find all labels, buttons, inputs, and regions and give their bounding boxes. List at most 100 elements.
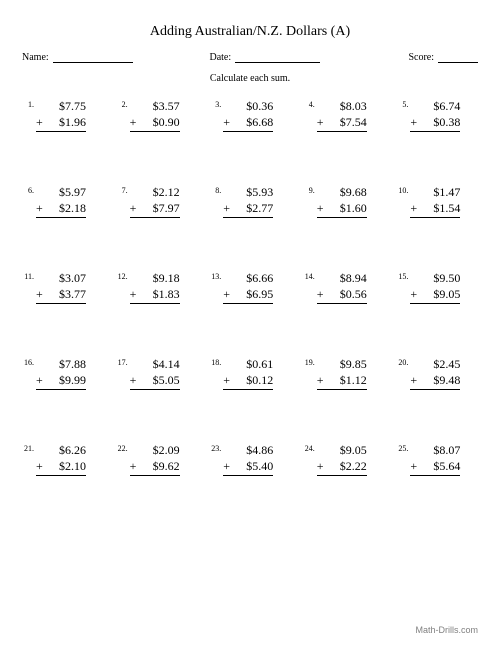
operator: + <box>130 458 142 474</box>
problem-body: $4.86+$5.40 <box>223 442 273 476</box>
addend-row: $9.85 <box>317 356 367 372</box>
problem-number: 15. <box>396 270 410 281</box>
operator: + <box>317 458 329 474</box>
addend-row: +$9.48 <box>410 372 460 388</box>
operator: + <box>317 200 329 216</box>
sum-rule <box>410 475 460 476</box>
sum-rule <box>130 389 180 390</box>
sum-rule <box>36 389 86 390</box>
problem-number: 2. <box>116 98 130 109</box>
sum-rule <box>36 131 86 132</box>
operator: + <box>223 200 235 216</box>
problem: 1. $7.75+$1.96 <box>22 98 104 132</box>
problem-body: $3.07+$3.77 <box>36 270 86 304</box>
problem: 6.$5.97+$2.18 <box>22 184 104 218</box>
addend-a: $0.61 <box>235 356 273 372</box>
addend-a: $9.05 <box>329 442 367 458</box>
problem-number: 24. <box>303 442 317 453</box>
problem-body: $6.26+$2.10 <box>36 442 86 476</box>
problem-number: 5. <box>396 98 410 109</box>
addend-b: $2.10 <box>48 458 86 474</box>
addend-row: +$2.18 <box>36 200 86 216</box>
problem: 22.$2.09+$9.62 <box>116 442 198 476</box>
addend-a: $3.57 <box>142 98 180 114</box>
problem: 15.$9.50+$9.05 <box>396 270 478 304</box>
sum-rule <box>36 475 86 476</box>
addend-a: $1.47 <box>422 184 460 200</box>
addend-row: $5.97 <box>36 184 86 200</box>
problem-number: 14. <box>303 270 317 281</box>
addend-row: $0.36 <box>223 98 273 114</box>
problem: 18.$0.61+$0.12 <box>209 356 291 390</box>
problem-number: 4. <box>303 98 317 109</box>
addend-row: $6.74 <box>410 98 460 114</box>
operator: + <box>410 200 422 216</box>
addend-b: $2.77 <box>235 200 273 216</box>
addend-b: $0.56 <box>329 286 367 302</box>
addend-b: $9.62 <box>142 458 180 474</box>
addend-a: $8.07 <box>422 442 460 458</box>
addend-b: $0.12 <box>235 372 273 388</box>
addend-a: $6.26 <box>48 442 86 458</box>
date-label: Date: <box>209 52 231 63</box>
date-blank <box>235 52 320 63</box>
addend-row: $9.18 <box>130 270 180 286</box>
problem: 25.$8.07+$5.64 <box>396 442 478 476</box>
addend-row: +$6.95 <box>223 286 273 302</box>
problem: 17.$4.14+$5.05 <box>116 356 198 390</box>
addend-row: +$5.40 <box>223 458 273 474</box>
problem-number: 3. <box>209 98 223 109</box>
sum-rule <box>223 389 273 390</box>
operator: + <box>223 286 235 302</box>
addend-row: $1.47 <box>410 184 460 200</box>
problem-body: $9.85+$1.12 <box>317 356 367 390</box>
problem-body: $0.36+$6.68 <box>223 98 273 132</box>
problem: 16.$7.88+$9.99 <box>22 356 104 390</box>
addend-b: $0.90 <box>142 114 180 130</box>
addend-row: +$0.38 <box>410 114 460 130</box>
operator: + <box>130 286 142 302</box>
addend-b: $1.54 <box>422 200 460 216</box>
addend-row: $9.05 <box>317 442 367 458</box>
addend-a: $0.36 <box>235 98 273 114</box>
addend-b: $3.77 <box>48 286 86 302</box>
operator: + <box>410 458 422 474</box>
sum-rule <box>130 217 180 218</box>
sum-rule <box>130 475 180 476</box>
addend-row: $3.07 <box>36 270 86 286</box>
addend-a: $2.12 <box>142 184 180 200</box>
addend-row: $2.09 <box>130 442 180 458</box>
sum-rule <box>36 303 86 304</box>
addend-b: $7.54 <box>329 114 367 130</box>
addend-row: $7.88 <box>36 356 86 372</box>
problem-number: 11. <box>22 270 36 281</box>
problem: 21.$6.26+$2.10 <box>22 442 104 476</box>
addend-a: $7.88 <box>48 356 86 372</box>
problem-body: $1.47+$1.54 <box>410 184 460 218</box>
sum-rule <box>317 131 367 132</box>
problem-body: $2.45+$9.48 <box>410 356 460 390</box>
sum-rule <box>317 303 367 304</box>
problem-body: $9.68+$1.60 <box>317 184 367 218</box>
addend-row: +$2.10 <box>36 458 86 474</box>
worksheet-page: Adding Australian/N.Z. Dollars (A) Name:… <box>0 0 500 647</box>
problem-number: 20. <box>396 356 410 367</box>
addend-row: $7.75 <box>36 98 86 114</box>
problem-number: 17. <box>116 356 130 367</box>
addend-row: +$9.05 <box>410 286 460 302</box>
addend-a: $8.94 <box>329 270 367 286</box>
addend-b: $5.64 <box>422 458 460 474</box>
addend-a: $8.03 <box>329 98 367 114</box>
problem: 8.$5.93+$2.77 <box>209 184 291 218</box>
addend-b: $6.95 <box>235 286 273 302</box>
addend-row: +$1.96 <box>36 114 86 130</box>
addend-a: $9.18 <box>142 270 180 286</box>
sum-rule <box>130 131 180 132</box>
problem-number: 16. <box>22 356 36 367</box>
problem-body: $7.88+$9.99 <box>36 356 86 390</box>
problem-number: 13. <box>209 270 223 281</box>
addend-a: $7.75 <box>48 98 86 114</box>
addend-a: $3.07 <box>48 270 86 286</box>
problem-number: 1. <box>22 98 36 109</box>
problem-body: $9.05+$2.22 <box>317 442 367 476</box>
